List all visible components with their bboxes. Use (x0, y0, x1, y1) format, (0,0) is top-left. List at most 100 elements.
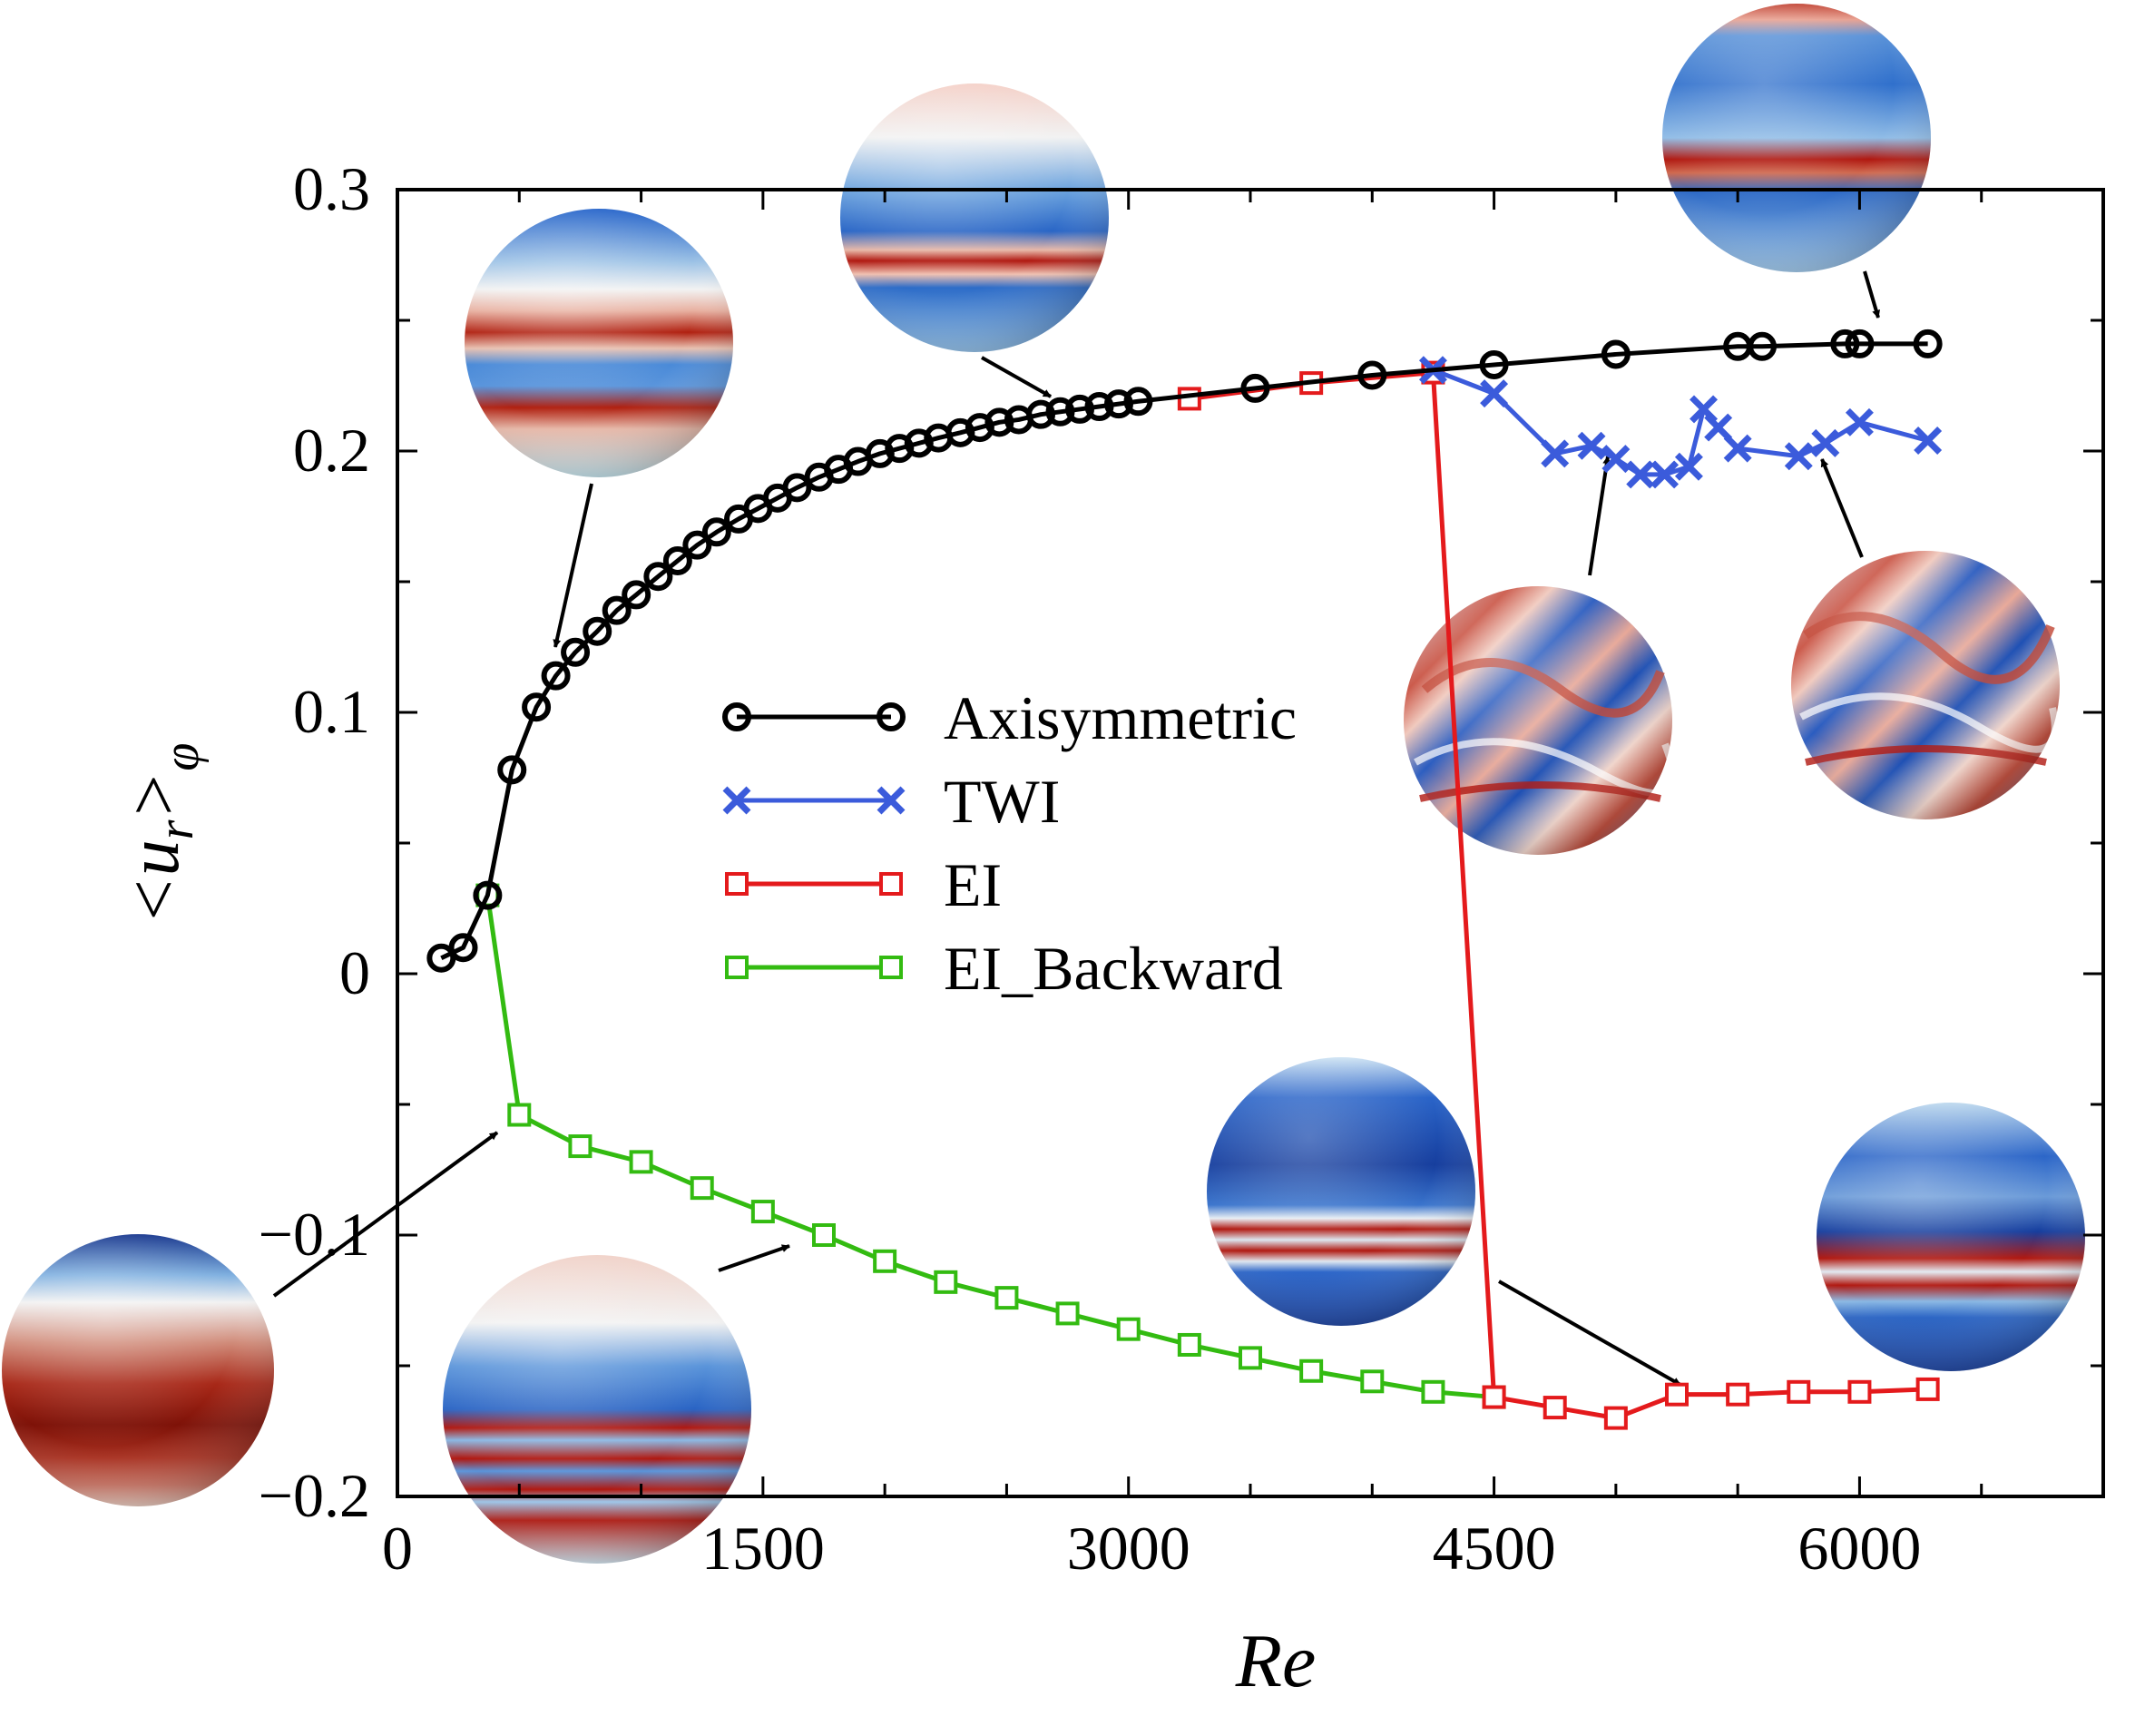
data-point-axisymmetric (583, 616, 612, 646)
arrow-to-ei-backward-mid (718, 1244, 790, 1272)
data-point-ei-backward (750, 1200, 775, 1224)
legend-marker (879, 872, 903, 896)
series-ei (1177, 360, 1940, 1430)
data-point-axisymmetric (602, 595, 632, 625)
legend-marker (725, 872, 749, 896)
legend-entry-ei-backward: EI_Backward (725, 934, 1283, 1003)
inset-sphere-twi-left (1404, 586, 1677, 855)
data-point-ei-backward (812, 1223, 836, 1247)
data-point-twi (1626, 460, 1655, 489)
legend-label: TWI (944, 767, 1060, 836)
data-point-axisymmetric (622, 580, 651, 610)
data-point-axisymmetric (1601, 339, 1631, 369)
data-point-ei (1847, 1379, 1872, 1404)
legend-label: EI (944, 850, 1002, 919)
y-tick-label: −0.2 (259, 1461, 370, 1530)
data-point-axisymmetric (473, 880, 503, 910)
data-point-ei-backward (1116, 1317, 1141, 1341)
data-point-ei-backward (873, 1249, 897, 1273)
series-twi (1418, 356, 1943, 489)
arrow-to-ei-high (1498, 1280, 1681, 1387)
data-point-ei-backward (1360, 1369, 1385, 1394)
y-axis-title-sub: r (148, 819, 204, 839)
data-point-twi (1723, 434, 1752, 463)
arrow-to-axisymmetric-low (553, 483, 593, 648)
data-point-ei-backward (1421, 1379, 1445, 1404)
y-axis-title-sub2: φ (153, 743, 210, 771)
arrow-to-twi-right (1820, 458, 1864, 558)
legend-label: Axisymmetric (944, 683, 1297, 752)
inset-sphere-axisymmetric-low (465, 209, 733, 477)
annotation-arrows (272, 270, 1881, 1387)
data-point-axisymmetric (782, 473, 812, 503)
y-tick-label: 0 (339, 938, 370, 1007)
legend-entry-axisymmetric: Axisymmetric (722, 683, 1297, 752)
legend-marker (722, 702, 751, 731)
data-point-axisymmetric (643, 562, 673, 592)
data-point-axisymmetric (1845, 329, 1875, 358)
data-point-ei (1482, 1385, 1506, 1409)
inset-sphere-red-north (2, 1234, 274, 1506)
data-point-axisymmetric (1240, 373, 1270, 403)
data-point-ei-backward (1055, 1301, 1080, 1326)
inset-sphere-twi-right (1791, 551, 2060, 819)
data-point-axisymmetric (701, 517, 731, 547)
data-point-ei-backward (507, 1103, 532, 1127)
data-point-ei (1177, 387, 1201, 411)
x-tick-label: 0 (382, 1514, 413, 1583)
data-point-twi (1811, 428, 1840, 457)
data-point-axisymmetric (1065, 394, 1094, 424)
data-point-twi (1845, 407, 1874, 436)
data-point-axisymmetric (426, 943, 456, 973)
data-point-axisymmetric (1913, 329, 1943, 358)
legend-marker (722, 786, 751, 815)
data-point-ei (1726, 1382, 1750, 1407)
data-point-ei-backward (934, 1270, 958, 1294)
legend-marker (877, 786, 906, 815)
data-point-twi (1914, 427, 1943, 455)
data-point-twi (1650, 460, 1680, 489)
data-point-axisymmetric (1045, 397, 1075, 427)
data-point-twi (1784, 442, 1813, 471)
data-point-ei (1543, 1396, 1567, 1420)
data-point-ei-backward (1177, 1332, 1201, 1357)
data-point-axisymmetric (984, 407, 1014, 437)
inset-sphere-axisymmetric-mid (840, 83, 1109, 352)
axes: 0 1500 3000 4500 6000 −0.2 −0.1 0 0.1 0.2 0.3 (259, 154, 2105, 1583)
x-tick-label: 1500 (701, 1514, 825, 1583)
data-point-axisymmetric (1357, 360, 1387, 390)
data-point-twi (1601, 445, 1631, 474)
data-point-axisymmetric (1479, 349, 1509, 379)
data-point-twi (1674, 452, 1703, 481)
inset-sphere-ei-blue-equatorial (1207, 1057, 1475, 1326)
data-point-ei-backward (568, 1134, 593, 1159)
inset-sphere-ei-blue-wavy (1817, 1103, 2085, 1371)
data-point-ei (1603, 1406, 1628, 1430)
data-point-twi (1480, 379, 1509, 408)
y-tick-label: 0.2 (293, 416, 370, 485)
data-point-axisymmetric (497, 755, 527, 785)
data-point-axisymmetric (448, 933, 478, 963)
data-point-axisymmetric (1103, 389, 1133, 419)
arrow-to-twi-left (1588, 456, 1611, 576)
data-point-axisymmetric (662, 545, 692, 575)
data-point-ei-backward (690, 1176, 714, 1201)
legend: Axisymmetric TWI EI EI_Backward (722, 683, 1297, 1003)
series-ei-backward (475, 883, 1506, 1409)
inset-sphere-axisymmetric-high (1662, 4, 1931, 272)
legend-marker (877, 702, 906, 731)
legend-entry-twi: TWI (722, 767, 1060, 836)
data-point-twi (1704, 413, 1733, 442)
data-point-axisymmetric (1123, 387, 1153, 417)
data-point-axisymmetric (1748, 331, 1777, 361)
legend-label: EI_Backward (944, 934, 1283, 1003)
y-tick-label: 0.3 (293, 154, 370, 223)
y-tick-label: −0.1 (259, 1200, 370, 1269)
x-tick-label: 4500 (1433, 1514, 1556, 1583)
data-point-axisymmetric (1084, 392, 1114, 422)
legend-marker (879, 956, 903, 979)
data-point-twi (1541, 439, 1570, 468)
legend-marker (725, 956, 749, 979)
arrow-to-axisymmetric-high (1863, 270, 1881, 319)
